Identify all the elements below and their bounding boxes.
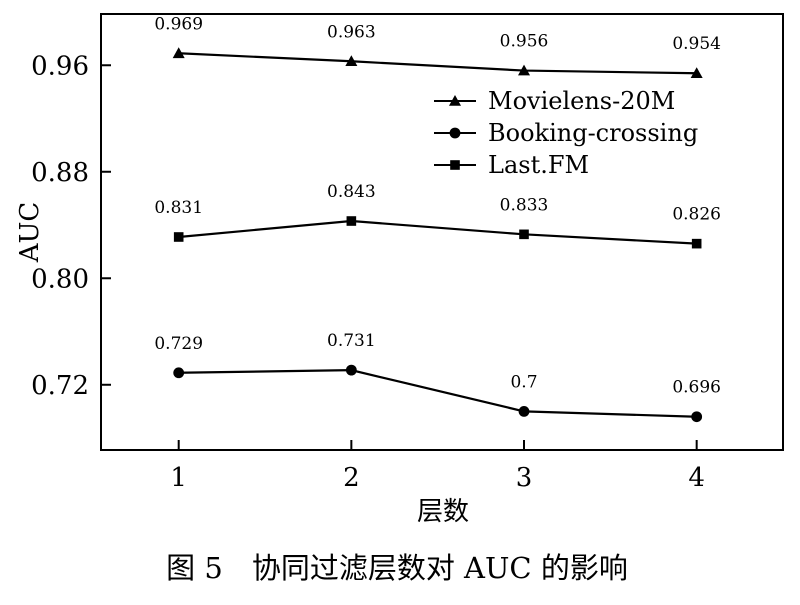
legend-label: Last.FM xyxy=(488,151,589,179)
legend-label: Booking-crossing xyxy=(488,119,698,147)
x-axis-title: 层数 xyxy=(417,497,469,527)
legend-marker-circle xyxy=(449,127,461,139)
y-axis-title: AUC xyxy=(15,202,45,264)
data-label: 0.963 xyxy=(327,22,376,42)
data-label: 0.956 xyxy=(500,32,549,52)
x-tick-label: 4 xyxy=(688,463,705,493)
series-circle: 0.729 0.731 0.7 0.696 xyxy=(154,331,721,423)
data-point-circle xyxy=(173,367,185,379)
legend-label: Movielens-20M xyxy=(488,87,675,115)
plot-frame xyxy=(100,13,784,451)
data-point-triangle xyxy=(690,67,703,79)
data-label: 0.954 xyxy=(672,34,721,54)
y-axis: 0.72 0.80 0.88 0.96 xyxy=(31,51,111,401)
data-label: 0.969 xyxy=(154,14,203,34)
data-point-circle xyxy=(345,364,357,376)
data-label: 0.833 xyxy=(500,195,549,215)
x-tick-label: 2 xyxy=(343,463,360,493)
data-point-triangle xyxy=(518,64,531,76)
data-point-square xyxy=(691,238,702,249)
data-point-triangle xyxy=(172,47,185,59)
data-label: 0.731 xyxy=(327,331,376,351)
data-label: 0.729 xyxy=(154,334,203,354)
data-label: 0.831 xyxy=(154,198,203,218)
y-tick-label: 0.96 xyxy=(31,51,89,81)
data-point-square xyxy=(173,232,184,242)
series-line xyxy=(178,52,697,75)
x-tick-label: 1 xyxy=(170,463,187,493)
legend: Movielens-20M Booking-crossing Last.FM xyxy=(434,87,698,179)
y-tick-label: 0.80 xyxy=(31,264,89,294)
data-point-square xyxy=(519,229,529,240)
data-label: 0.843 xyxy=(327,182,376,202)
series-square: 0.831 0.843 0.833 0.826 xyxy=(154,182,721,249)
series-line xyxy=(178,369,697,418)
data-point-triangle xyxy=(345,55,358,67)
data-label: 0.696 xyxy=(672,378,721,398)
x-axis: 1 2 3 4 xyxy=(170,440,705,493)
y-tick-label: 0.88 xyxy=(31,158,89,188)
legend-marker-square xyxy=(450,160,460,170)
series-line xyxy=(178,219,697,245)
data-point-circle xyxy=(691,411,703,423)
y-tick-label: 0.72 xyxy=(31,371,89,401)
data-point-square xyxy=(346,216,357,226)
x-tick-label: 3 xyxy=(516,463,533,493)
data-label: 0.826 xyxy=(672,205,721,225)
data-label: 0.7 xyxy=(510,372,537,392)
legend-marker-triangle xyxy=(449,95,461,106)
figure-caption: 图 5 协同过滤层数对 AUC 的影响 xyxy=(166,551,628,585)
series-triangle: 0.969 0.963 0.956 0.954 xyxy=(154,14,721,79)
data-point-circle xyxy=(518,405,530,417)
